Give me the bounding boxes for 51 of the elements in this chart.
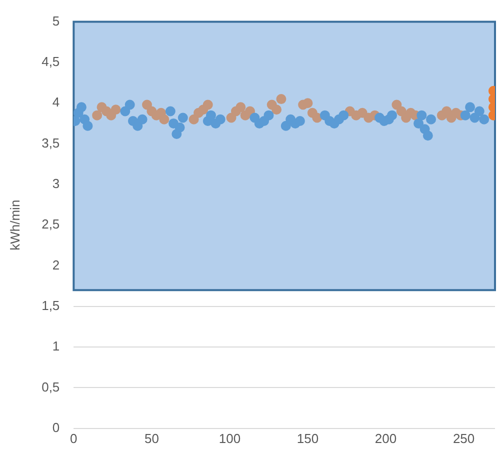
x-tick-label: 200 bbox=[374, 430, 397, 446]
y-tick-label: 0,5 bbox=[42, 379, 60, 394]
point bbox=[294, 116, 305, 126]
y-tick-label: 1,5 bbox=[42, 298, 60, 313]
point bbox=[426, 114, 436, 124]
y-tick-label: 2,5 bbox=[42, 216, 60, 232]
point bbox=[387, 110, 398, 120]
point bbox=[302, 98, 313, 108]
y-tick-label: 0 bbox=[52, 420, 60, 435]
y-tick-label: 5 bbox=[52, 13, 60, 28]
point bbox=[110, 104, 121, 115]
x-tick-label: 250 bbox=[452, 430, 475, 446]
point bbox=[474, 106, 484, 116]
y-tick-label: 3,5 bbox=[42, 135, 60, 150]
point bbox=[206, 110, 216, 120]
x-tick-label: 150 bbox=[296, 430, 319, 446]
point bbox=[416, 110, 427, 120]
point bbox=[312, 112, 322, 123]
point bbox=[165, 106, 176, 116]
y-tick-label: 2 bbox=[52, 257, 60, 272]
point bbox=[92, 110, 102, 120]
point bbox=[460, 110, 470, 120]
x-tick-label: 50 bbox=[144, 430, 159, 446]
point bbox=[202, 100, 213, 110]
point bbox=[124, 100, 135, 110]
y-axis-title: kWh/min bbox=[7, 200, 22, 250]
y-tick-label: 4,5 bbox=[42, 54, 60, 70]
point bbox=[264, 110, 274, 120]
point bbox=[465, 102, 476, 112]
point bbox=[276, 94, 286, 104]
point bbox=[236, 102, 246, 112]
point bbox=[76, 102, 86, 112]
point bbox=[174, 122, 185, 133]
y-tick-label: 3 bbox=[52, 176, 60, 192]
point bbox=[245, 106, 256, 116]
point bbox=[479, 114, 490, 124]
point bbox=[188, 114, 199, 124]
y-tick-label: 4 bbox=[52, 94, 60, 110]
point bbox=[280, 120, 291, 131]
point bbox=[132, 120, 143, 131]
point bbox=[338, 110, 349, 120]
point bbox=[82, 120, 93, 131]
point bbox=[178, 112, 188, 123]
x-tick-label: 0 bbox=[70, 430, 78, 446]
point bbox=[272, 104, 282, 115]
point bbox=[137, 114, 148, 124]
point bbox=[159, 114, 170, 124]
x-tick-label: 100 bbox=[218, 430, 241, 446]
point bbox=[215, 114, 226, 124]
y-tick-label: 1 bbox=[52, 338, 60, 354]
point bbox=[422, 130, 433, 141]
